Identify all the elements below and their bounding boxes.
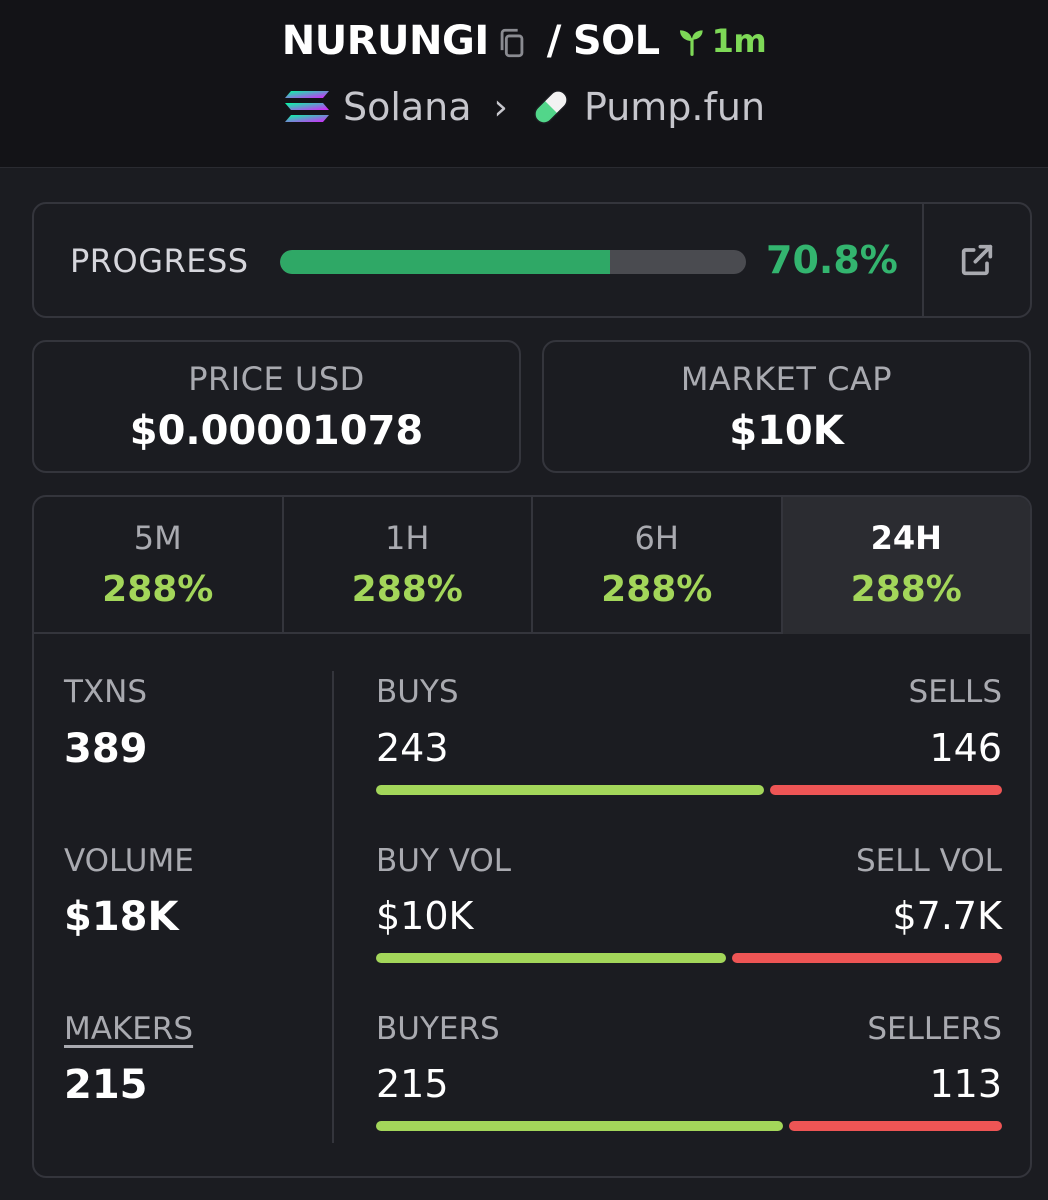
txns-label: TXNS (64, 674, 148, 710)
sell-ratio-bar (770, 785, 1002, 795)
bonding-progress-card: PROGRESS 70.8% (32, 202, 1032, 318)
sells-label: SELLS (908, 674, 1002, 710)
price-usd-value: $0.00001078 (129, 408, 424, 454)
price-usd-label: PRICE USD (188, 360, 365, 398)
tab-change: 288% (601, 569, 713, 610)
market-cap-value: $10K (729, 408, 844, 454)
column-divider (332, 671, 334, 1143)
tab-label: 24H (870, 519, 942, 557)
age-text: 1m (711, 22, 767, 60)
buys-value: 243 (376, 726, 449, 770)
tab-5m[interactable]: 5M 288% (34, 497, 284, 634)
tab-change: 288% (351, 569, 463, 610)
buy-ratio-bar (376, 785, 764, 795)
timeframe-stats-card: 5M 288% 1H 288% 6H 288% 24H 288% TXNS 38… (32, 495, 1032, 1178)
dex-link[interactable]: Pump.fun (583, 85, 766, 129)
makers-link[interactable]: MAKERS (64, 1011, 194, 1047)
sellers-value: 113 (929, 1062, 1002, 1106)
makers-ratio-bar (376, 1121, 1002, 1131)
token-symbol: NURUNGI (281, 18, 489, 64)
progress-label: PROGRESS (70, 242, 249, 280)
txns-value: 389 (64, 726, 148, 772)
price-usd-card: PRICE USD $0.00001078 (32, 340, 521, 473)
tab-24h[interactable]: 24H 288% (782, 497, 1030, 634)
buy-ratio-bar (376, 953, 726, 963)
makers-value: 215 (64, 1062, 148, 1108)
sells-value: 146 (929, 726, 1002, 770)
chain-link[interactable]: Solana (342, 85, 472, 129)
timeframe-tabs: 5M 288% 1H 288% 6H 288% 24H 288% (34, 497, 1030, 634)
volume-label: VOLUME (64, 843, 194, 879)
buy-ratio-bar (376, 1121, 783, 1131)
tab-label: 5M (133, 519, 182, 557)
market-cap-card: MARKET CAP $10K (542, 340, 1031, 473)
seedling-icon (679, 30, 703, 56)
pill-icon (534, 90, 568, 124)
txns-ratio-bar (376, 785, 1002, 795)
external-link-icon (961, 244, 993, 276)
breadcrumb: Solana › Pump.fun (0, 84, 1048, 130)
tab-label: 6H (634, 519, 679, 557)
sell-ratio-bar (732, 953, 1002, 963)
volume-ratio-bar (376, 953, 1002, 963)
pair-age: 1m (674, 22, 767, 60)
external-link-button[interactable] (924, 204, 1030, 316)
divider (922, 204, 924, 316)
tab-1h[interactable]: 1H 288% (283, 497, 533, 634)
progress-bar (280, 250, 746, 274)
progress-value: 70.8% (766, 238, 898, 282)
volume-value: $18K (64, 894, 179, 940)
progress-fill (280, 250, 610, 274)
tab-6h[interactable]: 6H 288% (533, 497, 783, 634)
sell-vol-value: $7.7K (892, 894, 1002, 938)
pair-title: NURUNGI / SOL 1m (0, 18, 1048, 64)
tab-label: 1H (385, 519, 430, 557)
pair-header: NURUNGI / SOL 1m (0, 0, 1048, 168)
tab-change: 288% (850, 569, 962, 610)
quote-symbol: SOL (572, 18, 660, 64)
tab-change: 288% (102, 569, 214, 610)
solana-logo-icon (284, 91, 329, 122)
copy-icon[interactable] (495, 24, 529, 58)
sellers-label: SELLERS (867, 1011, 1002, 1047)
chevron-right-icon: › (493, 86, 508, 128)
buy-vol-label: BUY VOL (376, 843, 512, 879)
buys-label: BUYS (376, 674, 459, 710)
buy-vol-value: $10K (376, 894, 474, 938)
buyers-label: BUYERS (376, 1011, 500, 1047)
sell-ratio-bar (789, 1121, 1002, 1131)
sell-vol-label: SELL VOL (856, 843, 1002, 879)
buyers-value: 215 (376, 1062, 449, 1106)
market-cap-label: MARKET CAP (680, 360, 893, 398)
pair-slash: / (546, 18, 562, 64)
